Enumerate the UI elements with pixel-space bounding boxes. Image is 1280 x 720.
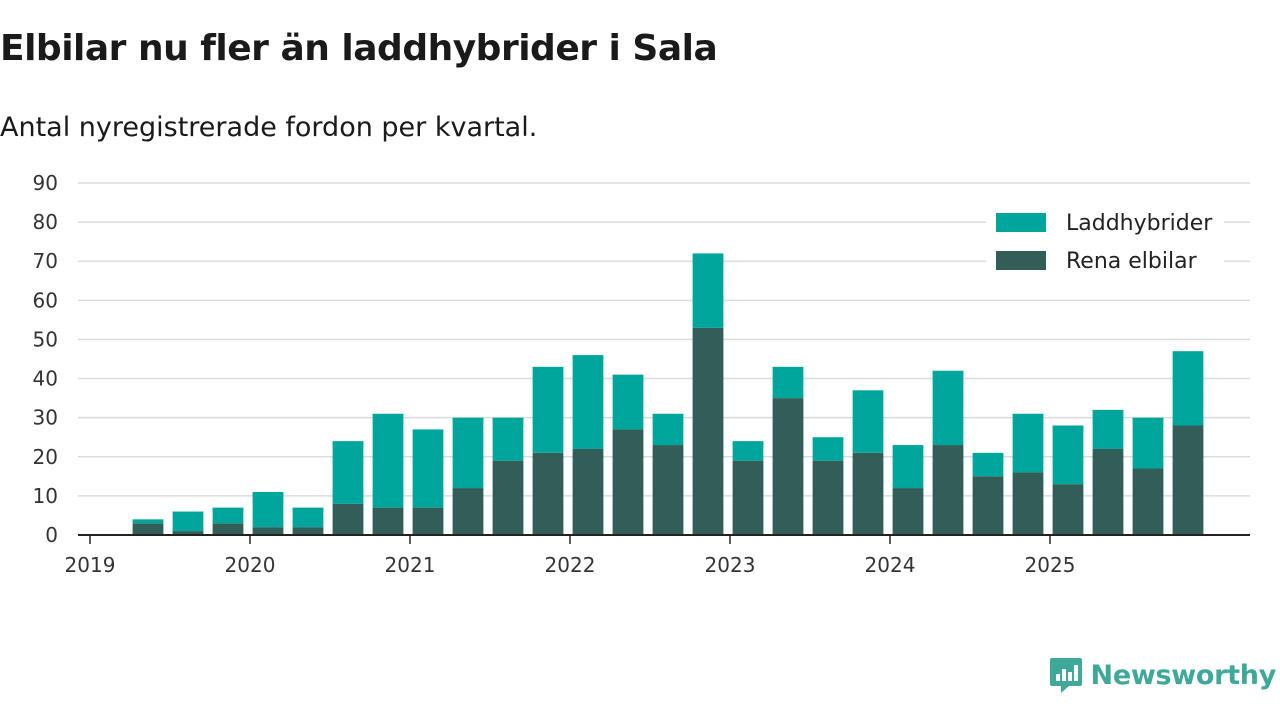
bar-rena-elbilar (852, 452, 884, 535)
bar-rena-elbilar (972, 476, 1004, 535)
y-tick-label: 90 (33, 171, 58, 195)
x-tick-label: 2024 (865, 553, 916, 577)
bar-laddhybrider (292, 507, 324, 528)
bar-laddhybrider (892, 445, 924, 489)
x-tick-label: 2022 (545, 553, 596, 577)
bar-rena-elbilar (572, 448, 604, 535)
y-tick-label: 10 (33, 484, 58, 508)
bar-laddhybrider (172, 511, 204, 532)
newsworthy-logo-icon (1049, 658, 1082, 693)
x-tick-label: 2025 (1025, 553, 1076, 577)
y-tick-label: 50 (33, 327, 58, 351)
legend-label: Rena elbilar (1066, 249, 1198, 274)
bar-rena-elbilar (1012, 472, 1044, 535)
y-tick-label: 20 (33, 445, 58, 469)
bar-laddhybrider (932, 370, 964, 446)
bar-laddhybrider (772, 366, 804, 399)
bar-rena-elbilar (692, 327, 724, 535)
bar-rena-elbilar (452, 488, 484, 535)
bar-rena-elbilar (1172, 425, 1204, 535)
bar-laddhybrider (1172, 351, 1204, 426)
bar-laddhybrider (1052, 425, 1084, 485)
y-tick-label: 70 (33, 249, 58, 273)
bar-rena-elbilar (532, 452, 564, 535)
legend-swatch (996, 251, 1046, 270)
bar-rena-elbilar (292, 527, 324, 535)
x-tick-label: 2020 (225, 553, 276, 577)
x-tick-label: 2023 (705, 553, 756, 577)
y-tick-label: 30 (33, 406, 58, 430)
bar-rena-elbilar (652, 445, 684, 535)
chart-subtitle: Antal nyregistrerade fordon per kvartal. (0, 112, 538, 143)
bar-laddhybrider (412, 429, 444, 508)
bar-laddhybrider (132, 519, 164, 524)
bar-laddhybrider (492, 417, 524, 461)
bar-laddhybrider (652, 413, 684, 446)
bar-laddhybrider (532, 366, 564, 453)
bar-laddhybrider (572, 355, 604, 449)
bar-laddhybrider (212, 507, 244, 524)
y-tick-label: 40 (33, 367, 58, 391)
bar-laddhybrider (252, 491, 284, 528)
bar-laddhybrider (812, 437, 844, 461)
newsworthy-logo: Newsworthy (1049, 656, 1276, 694)
stacked-bar-chart: 0 10 20 30 40 50 60 70 80 90 2019 2020 2021 2022 2023 2… (33, 171, 1250, 577)
bar-rena-elbilar (1132, 468, 1164, 535)
bar-rena-elbilar (172, 531, 204, 535)
bar-rena-elbilar (732, 460, 764, 535)
bar-laddhybrider (612, 374, 644, 430)
bar-rena-elbilar (772, 398, 804, 535)
x-tick-label: 2021 (385, 553, 436, 577)
bar-rena-elbilar (932, 445, 964, 535)
bar-laddhybrider (972, 452, 1004, 477)
bar-laddhybrider (852, 390, 884, 453)
bar-laddhybrider (332, 441, 364, 504)
bar-rena-elbilar (132, 523, 164, 535)
bar-laddhybrider (692, 253, 724, 328)
y-tick-label: 60 (33, 288, 58, 312)
bar-laddhybrider (732, 441, 764, 461)
bar-laddhybrider (1092, 409, 1124, 449)
bar-laddhybrider (1132, 417, 1164, 469)
bar-laddhybrider (452, 417, 484, 489)
bar-rena-elbilar (372, 507, 404, 535)
bar-rena-elbilar (812, 460, 844, 535)
bar-rena-elbilar (892, 488, 924, 535)
bar-rena-elbilar (212, 523, 244, 535)
newsworthy-logo-text: Newsworthy (1090, 659, 1277, 691)
bar-laddhybrider (372, 413, 404, 508)
bar-rena-elbilar (252, 527, 284, 535)
bar-rena-elbilar (332, 503, 364, 535)
chart-title: Elbilar nu fler än laddhybrider i Sala (0, 28, 718, 69)
y-tick-label: 0 (45, 523, 58, 547)
bar-laddhybrider (1012, 413, 1044, 473)
bar-rena-elbilar (1052, 484, 1084, 535)
legend-label: Laddhybrider (1066, 211, 1213, 236)
bar-rena-elbilar (1092, 448, 1124, 535)
bar-rena-elbilar (612, 429, 644, 535)
legend-swatch (996, 213, 1046, 232)
y-tick-label: 80 (33, 210, 58, 234)
bar-rena-elbilar (492, 460, 524, 535)
x-tick-label: 2019 (65, 553, 116, 577)
bar-rena-elbilar (412, 507, 444, 535)
